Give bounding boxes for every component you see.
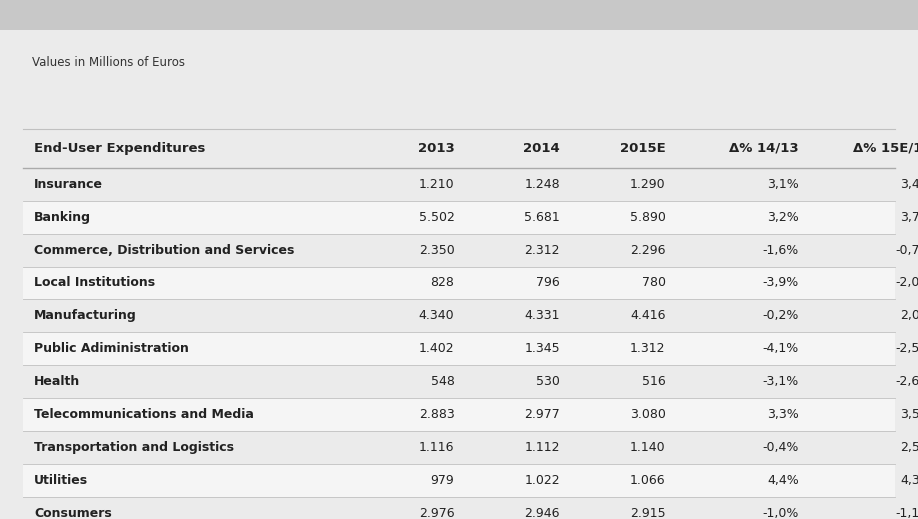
Text: -0,7%: -0,7% (895, 243, 918, 256)
Text: -3,9%: -3,9% (763, 277, 799, 290)
Text: 3,7%: 3,7% (900, 211, 918, 224)
Text: 1.402: 1.402 (419, 343, 454, 356)
Text: -0,2%: -0,2% (762, 309, 799, 322)
Text: Commerce, Distribution and Services: Commerce, Distribution and Services (34, 243, 295, 256)
Text: Consumers: Consumers (34, 507, 112, 519)
Text: Values in Millions of Euros: Values in Millions of Euros (32, 57, 185, 70)
Text: 1.112: 1.112 (524, 441, 560, 454)
Text: 2.976: 2.976 (419, 507, 454, 519)
Text: 2.977: 2.977 (524, 408, 560, 421)
Text: 2014: 2014 (523, 142, 560, 155)
Text: 1.290: 1.290 (630, 177, 666, 190)
Text: 5.890: 5.890 (630, 211, 666, 224)
Text: 2.883: 2.883 (419, 408, 454, 421)
Text: -2,6%: -2,6% (896, 375, 918, 388)
Text: 5.681: 5.681 (524, 211, 560, 224)
Text: -1,0%: -1,0% (762, 507, 799, 519)
Text: Telecommunications and Media: Telecommunications and Media (34, 408, 254, 421)
Text: 3,3%: 3,3% (767, 408, 799, 421)
Text: Transportation and Logistics: Transportation and Logistics (34, 441, 234, 454)
Text: 1.022: 1.022 (524, 474, 560, 487)
Text: 1.116: 1.116 (419, 441, 454, 454)
Text: Banking: Banking (34, 211, 91, 224)
Text: -0,4%: -0,4% (762, 441, 799, 454)
Text: 1.312: 1.312 (630, 343, 666, 356)
Text: -2,5%: -2,5% (895, 343, 918, 356)
Text: End-User Expenditures: End-User Expenditures (34, 142, 206, 155)
Text: Δ% 14/13: Δ% 14/13 (729, 142, 799, 155)
Text: 4.340: 4.340 (419, 309, 454, 322)
Text: 2.350: 2.350 (419, 243, 454, 256)
Text: -3,1%: -3,1% (763, 375, 799, 388)
Text: 2.946: 2.946 (524, 507, 560, 519)
Text: 4.331: 4.331 (524, 309, 560, 322)
Text: 1.210: 1.210 (419, 177, 454, 190)
Text: 780: 780 (642, 277, 666, 290)
Text: 1.248: 1.248 (524, 177, 560, 190)
Text: 3.080: 3.080 (630, 408, 666, 421)
Text: 4,4%: 4,4% (767, 474, 799, 487)
Text: Public Adiministration: Public Adiministration (34, 343, 189, 356)
Text: 2.915: 2.915 (630, 507, 666, 519)
Text: 979: 979 (431, 474, 454, 487)
Text: Insurance: Insurance (34, 177, 103, 190)
Text: Health: Health (34, 375, 80, 388)
Text: 2015E: 2015E (620, 142, 666, 155)
Text: 3,4%: 3,4% (900, 177, 918, 190)
Text: 3,2%: 3,2% (767, 211, 799, 224)
Text: 4,3%: 4,3% (900, 474, 918, 487)
Text: 1.066: 1.066 (630, 474, 666, 487)
Text: 3,1%: 3,1% (767, 177, 799, 190)
Text: Manufacturing: Manufacturing (34, 309, 137, 322)
Text: 2.296: 2.296 (630, 243, 666, 256)
Text: Local Institutions: Local Institutions (34, 277, 155, 290)
Text: 828: 828 (431, 277, 454, 290)
Text: 4.416: 4.416 (630, 309, 666, 322)
Text: 2013: 2013 (418, 142, 454, 155)
Text: Utilities: Utilities (34, 474, 88, 487)
Text: 796: 796 (536, 277, 560, 290)
Text: -2,0%: -2,0% (895, 277, 918, 290)
Text: 516: 516 (642, 375, 666, 388)
Text: 5.502: 5.502 (419, 211, 454, 224)
Text: 2,0%: 2,0% (900, 309, 918, 322)
Text: 2.312: 2.312 (524, 243, 560, 256)
Text: -4,1%: -4,1% (763, 343, 799, 356)
Text: 2,5%: 2,5% (900, 441, 918, 454)
Text: -1,1%: -1,1% (896, 507, 918, 519)
Text: 548: 548 (431, 375, 454, 388)
Text: 530: 530 (536, 375, 560, 388)
Text: 1.140: 1.140 (630, 441, 666, 454)
Text: Δ% 15E/14: Δ% 15E/14 (853, 142, 918, 155)
Text: -1,6%: -1,6% (763, 243, 799, 256)
Text: 1.345: 1.345 (524, 343, 560, 356)
Text: 3,5%: 3,5% (900, 408, 918, 421)
